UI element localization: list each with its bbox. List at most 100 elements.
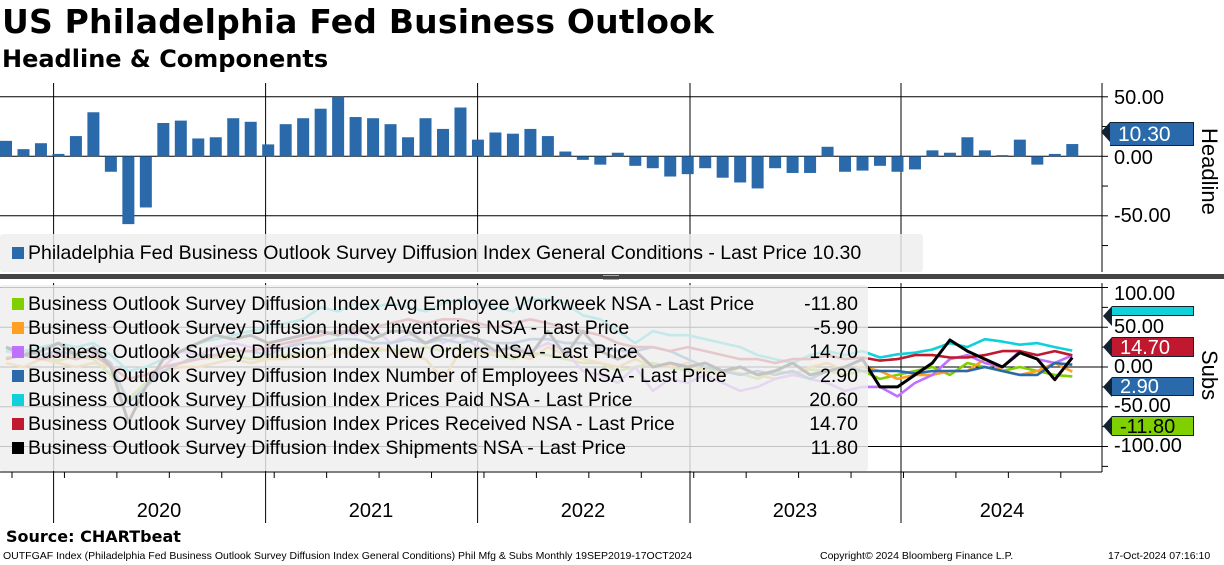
headline-bar: [908, 156, 921, 170]
legend-swatch: [12, 442, 24, 454]
legend-label: Business Outlook Survey Diffusion Index …: [28, 340, 638, 363]
headline-bar: [349, 117, 362, 157]
headline-last-value-tag: 10.30: [1110, 122, 1194, 146]
headline-bar: [646, 156, 659, 169]
headline-bar: [314, 108, 327, 157]
legend-item-subs: Business Outlook Survey Diffusion Index …: [12, 388, 864, 412]
y-tick-label: 100.00: [1114, 283, 1176, 305]
headline-bar: [227, 118, 240, 157]
headline-bar: [279, 124, 292, 157]
divider-handle[interactable]: [603, 275, 619, 280]
headline-bar: [52, 153, 65, 157]
headline-bar: [104, 156, 117, 172]
headline-bar: [681, 156, 694, 175]
y-tick-label: 0.00: [1114, 147, 1153, 169]
footer-timestamp: 17-Oct-2024 07:16:10: [1108, 550, 1211, 562]
headline-bar: [506, 133, 519, 157]
prices-received-last-value-tag: 14.70: [1112, 337, 1194, 357]
x-year-label: 2021: [348, 500, 394, 522]
headline-bar: [34, 143, 47, 157]
headline-bar: [471, 139, 484, 157]
workweek-tag-wrap: -11.80: [1103, 416, 1194, 436]
headline-bar: [996, 155, 1009, 157]
legend-label: Business Outlook Survey Diffusion Index …: [28, 316, 630, 339]
headline-bar: [943, 152, 956, 157]
headline-bar: [419, 118, 432, 157]
headline-bar: [874, 156, 886, 166]
headline-bar: [856, 156, 869, 171]
headline-bar: [751, 156, 764, 189]
chart-subtitle: Headline & Components: [2, 45, 329, 73]
legend-value: 14.70: [809, 412, 858, 435]
legend-value: -5.90: [813, 316, 858, 339]
y-tick-label: -100.00: [1114, 435, 1182, 457]
headline-bar: [1048, 153, 1061, 157]
prices-paid-tag-wrap: [1103, 306, 1194, 326]
workweek-last-value-tag: -11.80: [1112, 416, 1194, 436]
headline-bar: [0, 140, 12, 157]
headline-bar: [157, 122, 170, 157]
headline-bar: [139, 156, 152, 208]
source-note: Source: CHARTbeat: [6, 527, 181, 546]
panel-divider[interactable]: [0, 274, 1224, 279]
headline-bar: [926, 150, 939, 157]
headline-axis-label: Headline: [1197, 128, 1222, 215]
legend-label: Business Outlook Survey Diffusion Index …: [28, 388, 633, 411]
headline-bar: [978, 150, 991, 157]
headline-bar: [437, 128, 449, 157]
headline-bar: [611, 152, 624, 157]
headline-last-value-tag-wrap: 10.30: [1101, 122, 1194, 146]
legend-item-subs: Business Outlook Survey Diffusion Index …: [12, 340, 864, 364]
legend-swatch: [12, 394, 24, 406]
headline-bar: [17, 149, 30, 157]
subs-legend: Business Outlook Survey Diffusion Index …: [0, 285, 868, 471]
headline-bar: [629, 156, 642, 166]
headline-bar: [244, 121, 257, 157]
legend-value: 11.80: [810, 436, 858, 459]
legend-item-subs: Business Outlook Survey Diffusion Index …: [12, 292, 864, 316]
headline-bar: [524, 128, 537, 157]
headline-bar: [209, 137, 222, 157]
legend-item-subs: Business Outlook Survey Diffusion Index …: [12, 316, 864, 340]
headline-legend: Philadelphia Fed Business Outlook Survey…: [0, 234, 923, 272]
legend-value: 14.70: [809, 340, 858, 363]
headline-bar: [174, 120, 187, 157]
headline-bar: [262, 144, 275, 157]
prices-received-tag-wrap: 14.70: [1103, 337, 1194, 357]
headline-bar: [454, 107, 467, 157]
legend-swatch: [12, 298, 24, 310]
employees-last-value-tag: 2.90: [1112, 377, 1194, 396]
x-year-label: 2022: [560, 500, 606, 522]
headline-bars: [0, 96, 1079, 225]
headline-bar: [367, 118, 380, 157]
legend-swatch: [12, 418, 24, 430]
legend-value: 2.90: [820, 364, 858, 387]
headline-bar: [1066, 144, 1079, 157]
headline-bar: [786, 156, 799, 173]
legend-label: Business Outlook Survey Diffusion Index …: [28, 412, 675, 435]
legend-item-subs: Business Outlook Survey Diffusion Index …: [12, 436, 864, 460]
headline-bar: [891, 156, 904, 172]
legend-value: -11.80: [804, 292, 858, 315]
headline-bar: [594, 156, 607, 165]
y-tick-label: -50.00: [1114, 205, 1171, 227]
employees-tag-wrap: 2.90: [1103, 377, 1194, 397]
legend-value: 20.60: [809, 388, 858, 411]
prices-paid-last-value-tag: [1112, 306, 1194, 316]
headline-bar: [402, 137, 415, 157]
headline-bar: [297, 118, 310, 157]
legend-label: Business Outlook Survey Diffusion Index …: [28, 292, 755, 315]
y-tick-label: -50.00: [1114, 395, 1171, 417]
headline-bar: [1031, 156, 1044, 165]
headline-bar: [664, 156, 677, 177]
legend-value: 10.30: [812, 241, 862, 264]
x-year-label: 2024: [979, 500, 1025, 522]
subs-axis-label: Subs: [1197, 350, 1222, 401]
y-tick-label: 50.00: [1114, 316, 1165, 338]
headline-bar: [716, 156, 729, 178]
chart-title: US Philadelphia Fed Business Outlook: [2, 2, 715, 41]
footer-description: OUTFGAF Index (Philadelphia Fed Business…: [3, 550, 693, 562]
headline-bar: [839, 156, 852, 172]
footer-copyright: Copyright© 2024 Bloomberg Finance L.P.: [820, 550, 1014, 562]
